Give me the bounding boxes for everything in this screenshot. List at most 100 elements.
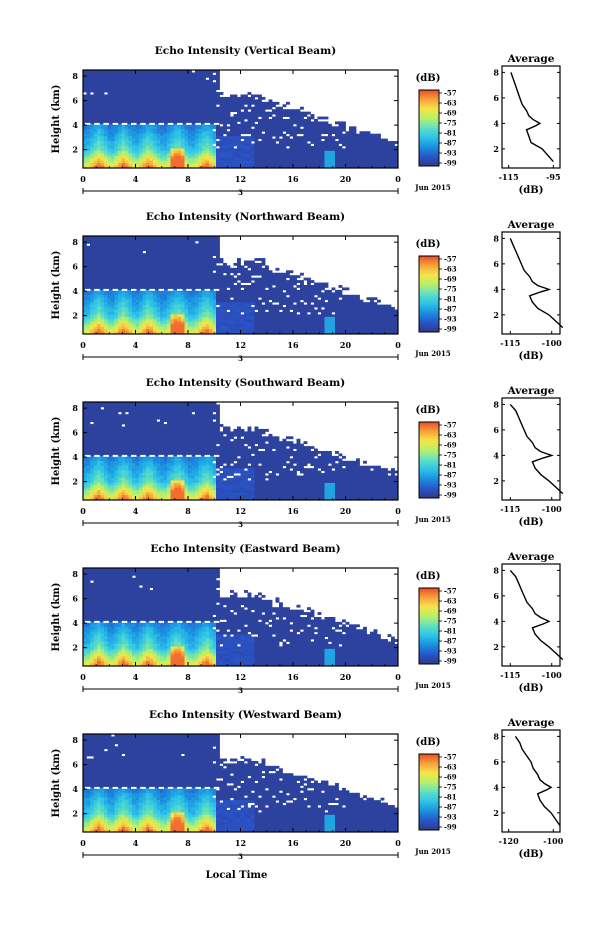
heatmap-cell	[188, 89, 192, 93]
heatmap-cell	[202, 331, 206, 335]
heatmap-cell	[97, 248, 101, 252]
heatmap-cell	[163, 155, 168, 159]
heatmap-cell	[240, 309, 245, 313]
heatmap-cell	[359, 155, 364, 159]
heatmap-cell	[181, 84, 185, 88]
heatmap-cell	[230, 138, 234, 142]
heatmap-cell	[205, 79, 210, 83]
heatmap-cell	[205, 111, 210, 115]
heatmap-cell	[139, 275, 143, 279]
heatmap-cell	[268, 321, 273, 325]
heatmap-cell	[149, 245, 154, 249]
heatmap-cell	[181, 262, 185, 266]
heatmap-cell	[247, 309, 252, 313]
heatmap-cell	[328, 141, 332, 144]
heatmap-cell	[328, 126, 332, 130]
heatmap-cell	[90, 277, 94, 281]
heatmap-cell	[118, 77, 122, 81]
heatmap-cell	[170, 136, 175, 139]
heatmap-cell	[184, 304, 189, 308]
heatmap-cell	[258, 280, 262, 283]
heatmap-cell	[289, 138, 294, 142]
heatmap-cell	[128, 104, 133, 108]
heatmap-cell	[251, 309, 255, 313]
heatmap-cell	[261, 106, 266, 110]
heatmap-cell	[93, 311, 98, 315]
heatmap-cell	[97, 292, 101, 296]
heatmap-cell	[254, 258, 259, 261]
heatmap-cell	[296, 141, 301, 144]
heatmap-cell	[83, 106, 87, 110]
heatmap-cell	[286, 302, 290, 305]
heatmap-cell	[125, 297, 129, 301]
heatmap-cell	[380, 153, 385, 157]
heatmap-cell	[303, 153, 308, 157]
colorbar-swatch	[419, 137, 439, 140]
heatmap-cell	[296, 143, 301, 147]
heatmap-cell	[202, 109, 206, 113]
heatmap-cell	[212, 155, 217, 159]
heatmap-cell	[174, 79, 178, 83]
heatmap-cell	[223, 160, 227, 164]
heatmap-cell	[132, 131, 136, 135]
heatmap-cell	[338, 128, 343, 132]
heatmap-cell	[100, 277, 105, 281]
heatmap-cell	[244, 331, 248, 335]
heatmap-cell	[160, 123, 164, 127]
heatmap-cell	[293, 329, 297, 332]
heatmap-cell	[289, 275, 294, 279]
heatmap-cell	[114, 309, 119, 313]
heatmap-cell	[293, 141, 297, 144]
heatmap-cell	[233, 280, 238, 283]
heatmap-cell	[163, 104, 168, 108]
heatmap-cell	[373, 155, 378, 159]
heatmap-cell	[223, 136, 227, 139]
heatmap-cell	[100, 265, 105, 269]
heatmap-cell	[268, 123, 273, 127]
heatmap-cell	[251, 324, 255, 328]
heatmap-cell	[233, 292, 238, 296]
heatmap-cell	[188, 292, 192, 296]
heatmap-cell	[314, 282, 318, 286]
heatmap-cell	[86, 265, 91, 269]
heatmap-cell	[244, 307, 248, 310]
heatmap-cell	[191, 302, 196, 305]
heatmap-cell	[216, 272, 220, 276]
heatmap-cell	[195, 101, 199, 105]
heatmap-cell	[146, 250, 150, 254]
heatmap-cell	[352, 133, 357, 137]
heatmap-cell	[181, 114, 185, 117]
heatmap-cell	[195, 236, 199, 239]
heatmap-cell	[121, 96, 126, 100]
heatmap-cell	[139, 299, 143, 303]
heatmap-cell	[335, 133, 339, 137]
heatmap-cell	[310, 165, 315, 169]
heatmap-cell	[160, 314, 164, 318]
heatmap-cell	[86, 133, 91, 137]
heatmap-cell	[93, 150, 98, 154]
heatmap-cell	[216, 87, 220, 90]
heatmap-cell	[188, 131, 192, 135]
heatmap-cell	[240, 304, 245, 308]
heatmap-cell	[177, 104, 182, 108]
heatmap-cell	[97, 104, 101, 108]
heatmap-cell	[93, 87, 98, 90]
heatmap-cell	[114, 285, 119, 288]
heatmap-cell	[251, 326, 255, 330]
heatmap-cell	[188, 329, 192, 332]
heatmap-cell	[209, 74, 213, 78]
heatmap-cell	[202, 326, 206, 330]
heatmap-cell	[282, 119, 287, 122]
heatmap-cell	[174, 160, 178, 164]
heatmap-cell	[240, 143, 245, 147]
heatmap-cell	[156, 109, 161, 113]
heatmap-cell	[314, 141, 318, 144]
heatmap-cell	[233, 116, 238, 120]
heatmap-cell	[261, 109, 266, 113]
heatmap-cell	[356, 160, 360, 164]
heatmap-cell	[97, 277, 101, 281]
heatmap-cell	[212, 160, 217, 164]
heatmap-cell	[121, 165, 126, 169]
heatmap-cell	[363, 150, 367, 154]
heatmap-cell	[142, 121, 147, 125]
